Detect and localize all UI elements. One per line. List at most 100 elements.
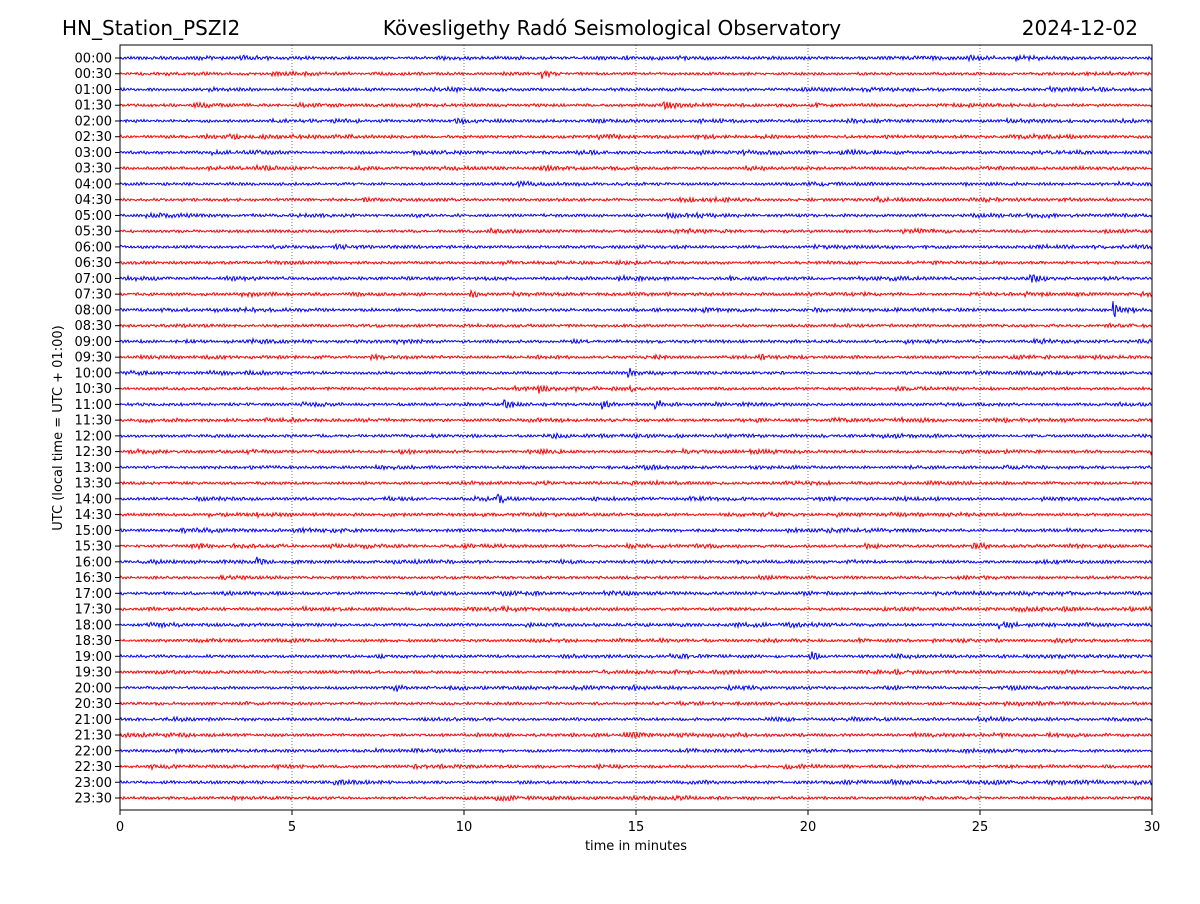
trace-0400 [119, 179, 1153, 189]
trace-1600 [119, 556, 1153, 566]
y-tick-label: 09:00 [75, 335, 112, 350]
trace-1730 [119, 604, 1153, 614]
trace-1300 [119, 463, 1153, 472]
trace-1230 [119, 447, 1153, 456]
y-axis: 00:0000:3001:0001:3002:0002:3003:0003:30… [75, 52, 120, 807]
y-tick-label: 15:00 [75, 524, 112, 539]
y-tick-label: 01:30 [75, 99, 112, 114]
y-axis-label: UTC (local time = UTC + 01:00) [51, 325, 66, 530]
y-tick-label: 10:30 [75, 382, 112, 397]
trace-1630 [119, 573, 1153, 581]
grid-lines [291, 45, 981, 810]
y-tick-label: 17:30 [75, 603, 112, 618]
x-tick-label: 30 [1144, 820, 1161, 835]
trace-0830 [119, 322, 1153, 329]
y-tick-label: 16:30 [75, 571, 112, 586]
y-tick-label: 02:30 [75, 130, 112, 145]
trace-1100 [119, 399, 1153, 411]
trace-1430 [119, 510, 1152, 519]
trace-0800 [119, 301, 1153, 318]
y-tick-label: 13:30 [75, 477, 112, 492]
y-tick-label: 22:00 [75, 744, 112, 759]
trace-1700 [119, 589, 1153, 598]
trace-1930 [119, 667, 1153, 677]
y-tick-label: 08:30 [75, 319, 112, 334]
y-tick-label: 19:30 [75, 666, 112, 681]
y-tick-label: 03:00 [75, 146, 112, 161]
x-axis: 0 5 10 15 20 25 30 [116, 810, 1160, 835]
y-tick-label: 12:00 [75, 429, 112, 444]
y-tick-label: 11:30 [75, 414, 112, 429]
y-tick-label: 09:30 [75, 351, 112, 366]
y-tick-label: 00:00 [75, 52, 112, 67]
y-tick-label: 05:00 [75, 209, 112, 224]
y-tick-label: 16:00 [75, 555, 112, 570]
y-tick-label: 07:00 [75, 272, 112, 287]
y-tick-label: 11:00 [75, 398, 112, 413]
y-tick-label: 23:00 [75, 776, 112, 791]
x-tick-label: 20 [800, 820, 817, 835]
y-tick-label: 18:30 [75, 634, 112, 649]
trace-0500 [119, 211, 1153, 220]
trace-1330 [119, 478, 1153, 487]
y-tick-label: 20:00 [75, 681, 112, 696]
trace-0700 [119, 273, 1153, 284]
y-tick-label: 04:00 [75, 177, 112, 192]
y-tick-label: 20:30 [75, 697, 112, 712]
x-tick-label: 10 [456, 820, 473, 835]
trace-1200 [119, 432, 1153, 440]
trace-2000 [119, 683, 1153, 692]
observatory-title: Kövesligethy Radó Seismological Observat… [383, 16, 841, 40]
y-tick-label: 12:30 [75, 445, 112, 460]
trace-0000 [119, 53, 1153, 63]
y-tick-label: 14:30 [75, 508, 112, 523]
trace-0630 [119, 258, 1153, 267]
y-tick-label: 19:00 [75, 650, 112, 665]
y-tick-label: 14:00 [75, 492, 112, 507]
trace-1130 [119, 415, 1153, 424]
y-tick-label: 18:00 [75, 618, 112, 633]
trace-1530 [119, 541, 1153, 551]
trace-2330 [119, 794, 1153, 803]
y-tick-label: 07:30 [75, 288, 112, 303]
trace-0230 [119, 132, 1153, 141]
trace-1900 [119, 651, 1153, 661]
trace-0100 [119, 84, 1152, 94]
trace-0900 [119, 336, 1153, 346]
trace-1400 [119, 493, 1153, 504]
y-tick-label: 05:30 [75, 225, 112, 240]
y-tick-label: 13:00 [75, 461, 112, 476]
y-tick-label: 21:00 [75, 713, 112, 728]
trace-1000 [119, 367, 1153, 378]
trace-2100 [119, 715, 1153, 723]
trace-0530 [119, 226, 1153, 235]
x-tick-label: 0 [116, 820, 124, 835]
trace-0930 [119, 352, 1153, 362]
trace-0430 [119, 195, 1153, 204]
trace-0030 [119, 69, 1153, 79]
station-title: HN_Station_PSZI2 [62, 16, 240, 40]
y-tick-label: 06:30 [75, 256, 112, 271]
y-tick-label: 03:30 [75, 162, 112, 177]
trace-1830 [119, 636, 1153, 645]
y-tick-label: 02:00 [75, 114, 112, 129]
trace-2030 [119, 699, 1153, 708]
y-tick-label: 06:00 [75, 240, 112, 255]
trace-0300 [119, 148, 1153, 157]
trace-2230 [119, 762, 1153, 772]
y-tick-label: 01:00 [75, 83, 112, 98]
trace-2130 [119, 730, 1153, 740]
trace-0730 [119, 288, 1153, 299]
trace-0600 [119, 242, 1153, 251]
y-tick-label: 23:30 [75, 792, 112, 807]
y-tick-label: 00:30 [75, 67, 112, 82]
trace-2300 [119, 778, 1153, 787]
y-tick-label: 04:30 [75, 193, 112, 208]
trace-1500 [119, 526, 1153, 535]
trace-0200 [119, 116, 1153, 126]
y-tick-label: 15:30 [75, 540, 112, 555]
y-tick-label: 22:30 [75, 760, 112, 775]
trace-1800 [119, 620, 1153, 630]
x-axis-label: time in minutes [585, 839, 687, 854]
